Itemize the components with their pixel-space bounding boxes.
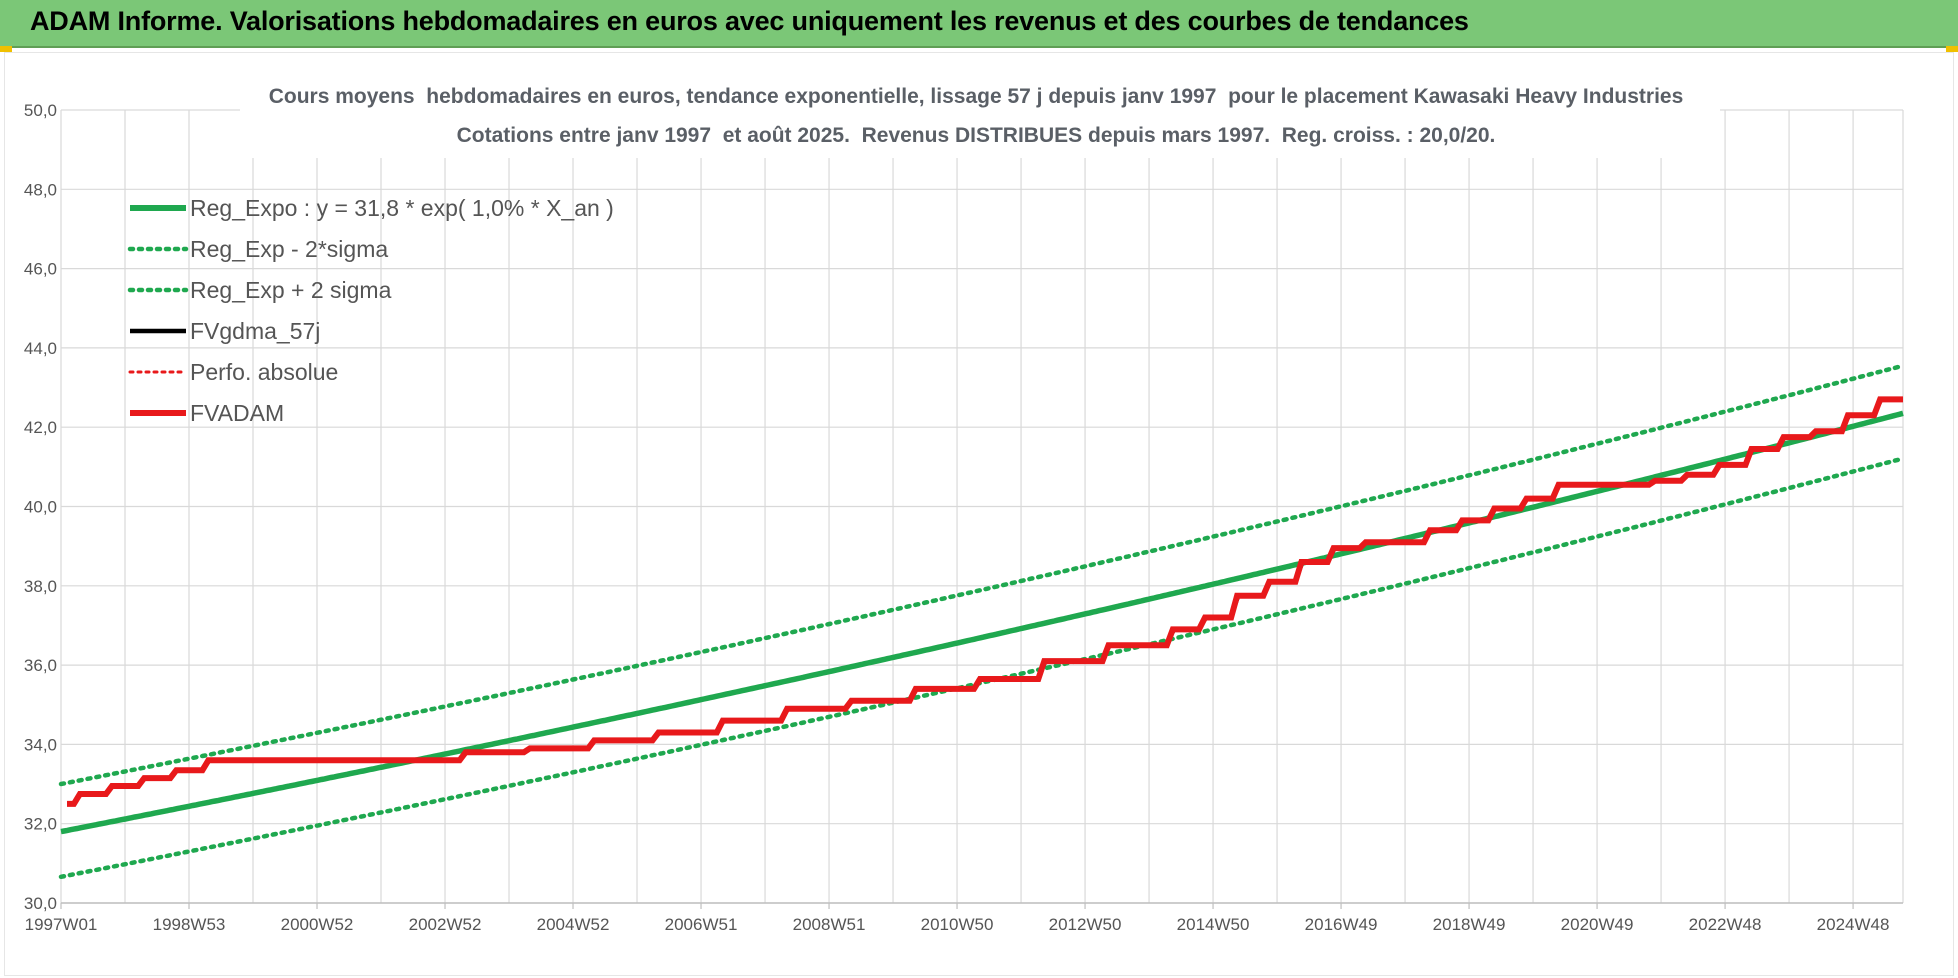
x-tick-label: 2022W48 [1689, 915, 1762, 934]
gridlines [60, 109, 1904, 909]
y-tick-label: 40,0 [24, 498, 57, 517]
series-reg-exp-minus-2sigma [58, 456, 1906, 880]
chart-panel [4, 52, 1954, 976]
x-tick-label: 1998W53 [153, 915, 226, 934]
y-tick-label: 50,0 [24, 101, 57, 120]
x-tick-label: 2010W50 [921, 915, 994, 934]
corner-mark-right [1946, 46, 1958, 52]
chart-title-line-2: Cotations entre janv 1997 et août 2025. … [457, 124, 1496, 147]
y-tick-label: 38,0 [24, 577, 57, 596]
y-tick-label: 36,0 [24, 656, 57, 675]
legend-label: Reg_Expo : y = 31,8 * exp( 1,0% * X_an ) [190, 195, 614, 221]
y-tick-label: 30,0 [24, 894, 57, 913]
legend-label: Perfo. absolue [190, 359, 338, 385]
title-backdrop [240, 78, 1720, 158]
x-tick-label: 2018W49 [1433, 915, 1506, 934]
x-axis-tick-labels: 1997W01 1998W53 2000W52 2002W52 2004W52 2006W… [25, 915, 1890, 934]
legend: Reg_Expo : y = 31,8 * exp( 1,0% * X_an )… [127, 195, 614, 426]
corner-mark-left [0, 46, 12, 52]
legend-label: FVgdma_57j [190, 318, 320, 344]
chart-title-line-1: Cours moyens hebdomadaires en euros, ten… [269, 85, 1684, 108]
x-tick-label: 1997W01 [25, 915, 98, 934]
y-tick-label: 42,0 [24, 418, 57, 437]
series-fvadam [67, 396, 1903, 807]
x-tick-label: 2006W51 [665, 915, 738, 934]
y-tick-label: 32,0 [24, 815, 57, 834]
x-tick-label: 2000W52 [281, 915, 354, 934]
legend-label: Reg_Exp + 2 sigma [190, 277, 392, 303]
x-tick-label: 2002W52 [409, 915, 482, 934]
x-tick-label: 2012W50 [1049, 915, 1122, 934]
series-fvgdma-57j [69, 397, 1903, 806]
x-tick-label: 2014W50 [1177, 915, 1250, 934]
legend-label: FVADAM [190, 400, 284, 426]
report-title: ADAM Informe. Valorisations hebdomadaire… [30, 6, 1469, 36]
series-reg-exp-plus-2sigma [58, 363, 1906, 787]
y-tick-label: 34,0 [24, 735, 57, 754]
x-tick-label: 2020W49 [1561, 915, 1634, 934]
series-lines [58, 363, 1906, 880]
y-tick-label: 46,0 [24, 260, 57, 279]
y-tick-label: 44,0 [24, 339, 57, 358]
x-tick-label: 2004W52 [537, 915, 610, 934]
y-axis-tick-labels: 30,0 32,0 34,0 36,0 38,0 40,0 42,0 44,0 46,0 48,0… [24, 101, 57, 913]
report-banner: ADAM Informe. Valorisations hebdomadaire… [0, 0, 1958, 48]
x-tick-label: 2016W49 [1305, 915, 1378, 934]
y-tick-label: 48,0 [24, 180, 57, 199]
x-tick-label: 2008W51 [793, 915, 866, 934]
legend-label: Reg_Exp - 2*sigma [190, 236, 388, 262]
x-tick-label: 2024W48 [1817, 915, 1890, 934]
series-reg-expo [60, 410, 1904, 835]
